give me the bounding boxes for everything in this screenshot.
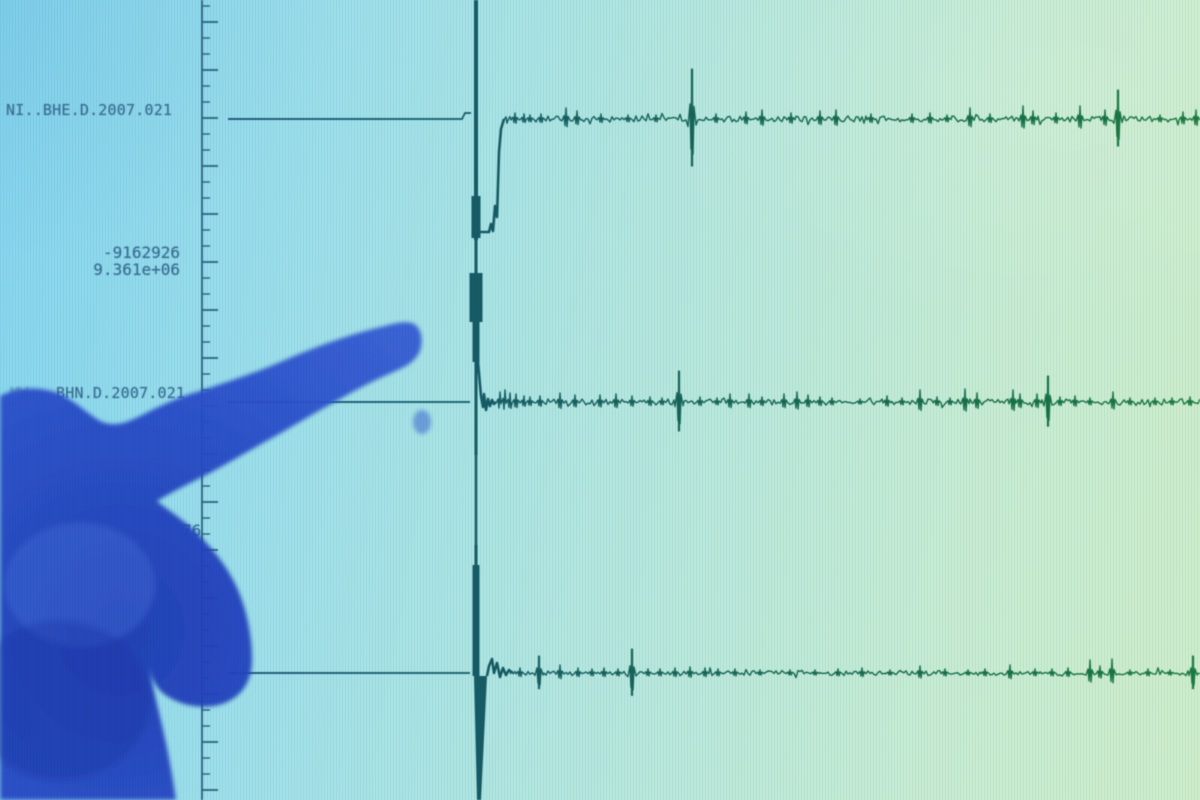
- trace-2-recovery: [476, 361, 497, 412]
- trace-1-waveform: [503, 68, 1200, 155]
- trace-2-waveform: [495, 370, 1200, 425]
- hand-knuckle-highlight: [5, 523, 155, 647]
- spike-descender: [474, 676, 487, 800]
- trace-1-pre-line: [228, 112, 471, 120]
- fingertip-penumbra: [413, 410, 431, 434]
- trace2-station-label: BHN.D.2007.021: [56, 384, 185, 402]
- trace-1-recovery: [472, 118, 506, 234]
- trace-3-waveform: [509, 648, 1200, 691]
- amplitude-max-label: 9.361e+06: [50, 260, 180, 279]
- amplitude-min-label: -9162926: [58, 243, 180, 262]
- trace1-station-label: NI..BHE.D.2007.021: [6, 101, 172, 119]
- trace-3-recovery: [485, 657, 513, 679]
- hand-palm-shadow: [0, 620, 150, 780]
